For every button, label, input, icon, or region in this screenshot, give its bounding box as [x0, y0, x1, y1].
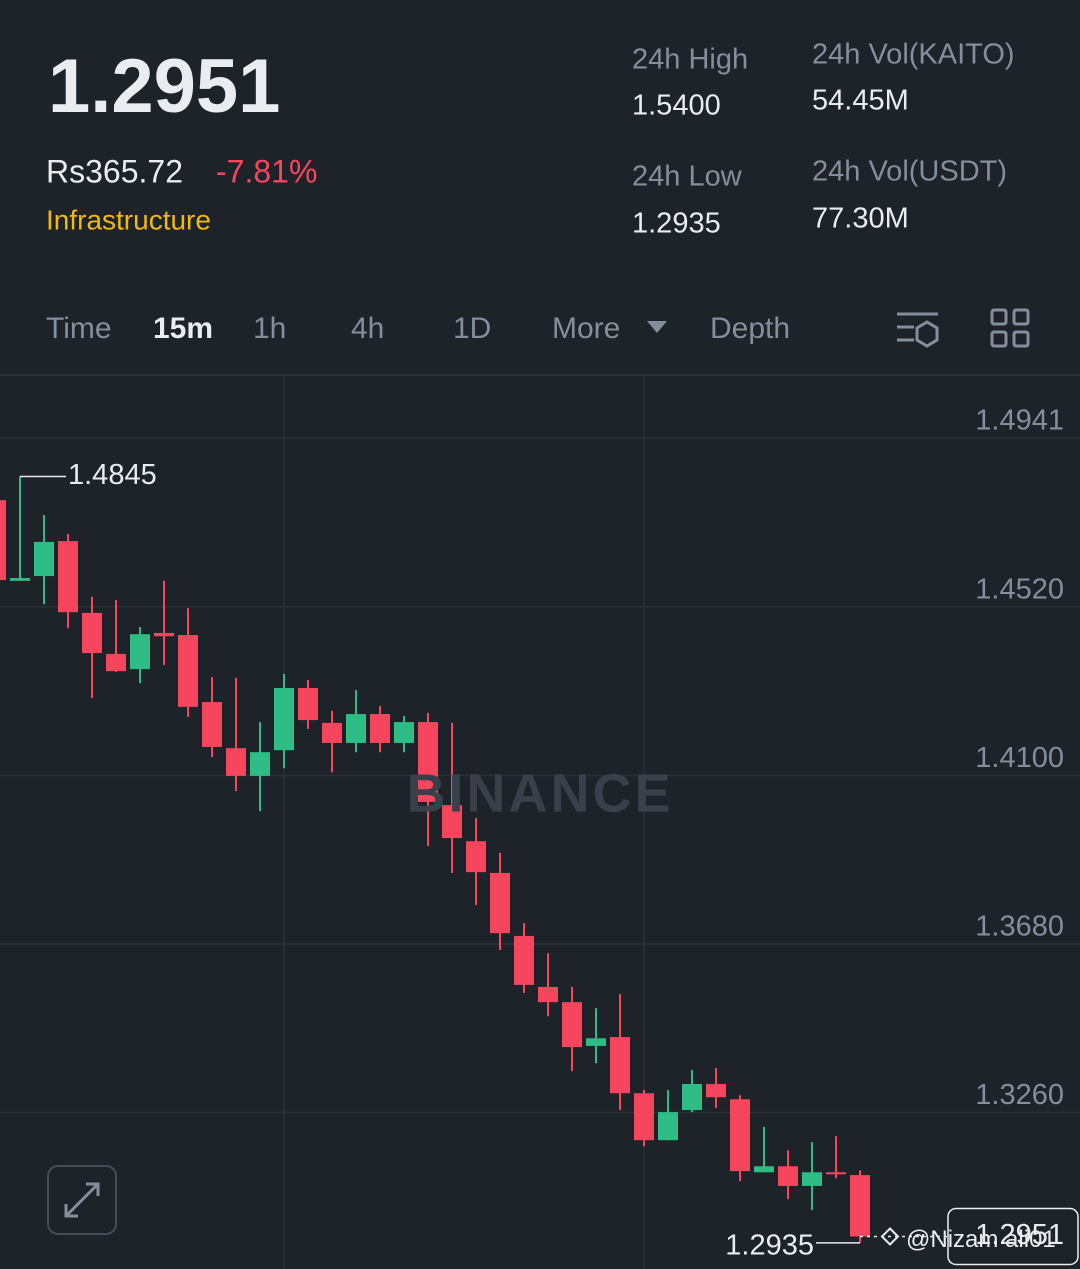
- stat-label: 24h High: [632, 44, 748, 76]
- candle-body: [658, 1112, 678, 1141]
- high-label: 1.4845: [68, 459, 157, 491]
- tag[interactable]: Infrastructure: [46, 204, 211, 235]
- price: 1.2951: [48, 44, 280, 129]
- candle-body: [0, 500, 6, 581]
- candle-body: [706, 1084, 726, 1098]
- candle-body: [322, 722, 342, 743]
- candle-body: [202, 702, 222, 747]
- candle-body: [10, 578, 30, 581]
- candle-body: [802, 1172, 822, 1186]
- candle-body: [346, 714, 366, 743]
- stat-label: 24h Vol(USDT): [812, 156, 1007, 188]
- candle-body: [826, 1172, 846, 1175]
- candle-body: [154, 633, 174, 637]
- y-tick-label: 1.3680: [975, 911, 1064, 943]
- candle-body: [34, 541, 54, 577]
- candle-body: [442, 805, 462, 839]
- candle-body: [682, 1084, 702, 1111]
- candle-body: [226, 748, 246, 776]
- change: -7.81%: [216, 153, 317, 189]
- candle-body: [274, 687, 294, 751]
- stat-value: 1.5400: [632, 90, 721, 122]
- y-tick-label: 1.4100: [975, 742, 1064, 774]
- candle-body: [466, 841, 486, 873]
- candle-body: [586, 1038, 606, 1046]
- dropdown-arrow: [647, 321, 667, 333]
- credit-icon: [880, 1227, 900, 1246]
- candle-body: [850, 1175, 870, 1237]
- candle-body: [538, 986, 558, 1003]
- tab[interactable]: More: [552, 312, 620, 345]
- candle-body: [562, 1002, 582, 1048]
- candle-body: [106, 653, 126, 672]
- last-price-box: [947, 1207, 1079, 1266]
- candle-body: [418, 722, 438, 802]
- candle-body: [370, 714, 390, 743]
- stat-value: 54.45M: [812, 85, 909, 117]
- stat-label: 24h Vol(KAITO): [812, 39, 1015, 71]
- stat-value: 77.30M: [812, 203, 909, 235]
- low-label: 1.2935: [725, 1230, 814, 1262]
- candle-body: [394, 722, 414, 743]
- tab[interactable]: Time: [46, 312, 112, 345]
- tab[interactable]: Depth: [710, 312, 790, 345]
- layout-icon[interactable]: [990, 308, 1030, 348]
- candle-body: [610, 1037, 630, 1094]
- stat-label: 24h Low: [632, 161, 743, 193]
- candle-body: [178, 635, 198, 707]
- watermark: BINANCE: [406, 763, 673, 823]
- candle-body: [514, 935, 534, 985]
- tab[interactable]: 4h: [351, 312, 384, 345]
- tab[interactable]: 1D: [453, 312, 491, 345]
- last-price-label: 1.2951: [975, 1219, 1064, 1251]
- credit: @Nizam ali01: [906, 1226, 1056, 1253]
- expand-icon: [64, 1182, 100, 1218]
- expand-button[interactable]: [47, 1165, 117, 1235]
- fiat-price: Rs365.72: [46, 153, 183, 189]
- stat-value: 1.2935: [632, 208, 721, 240]
- candle-body: [82, 612, 102, 654]
- plot: 1.4941 1.4520 1.4100 1.3680 1.3260 1.4845 1.29…: [0, 405, 1080, 1266]
- y-tick-label: 1.4941: [975, 405, 1064, 437]
- y-tick-label: 1.3260: [975, 1079, 1064, 1111]
- candle-body: [490, 872, 510, 934]
- y-tick-label: 1.4520: [975, 574, 1064, 606]
- settings-icon[interactable]: [897, 312, 939, 348]
- candle-body: [754, 1166, 774, 1173]
- candle-body: [250, 752, 270, 776]
- candle-body: [730, 1099, 750, 1172]
- tab-active[interactable]: 15m: [153, 312, 213, 345]
- candle-body: [130, 634, 150, 670]
- candle-body: [634, 1093, 654, 1141]
- candle-body: [778, 1166, 798, 1186]
- candle-body: [58, 541, 78, 613]
- tab[interactable]: 1h: [253, 312, 286, 345]
- candle-body: [298, 687, 318, 721]
